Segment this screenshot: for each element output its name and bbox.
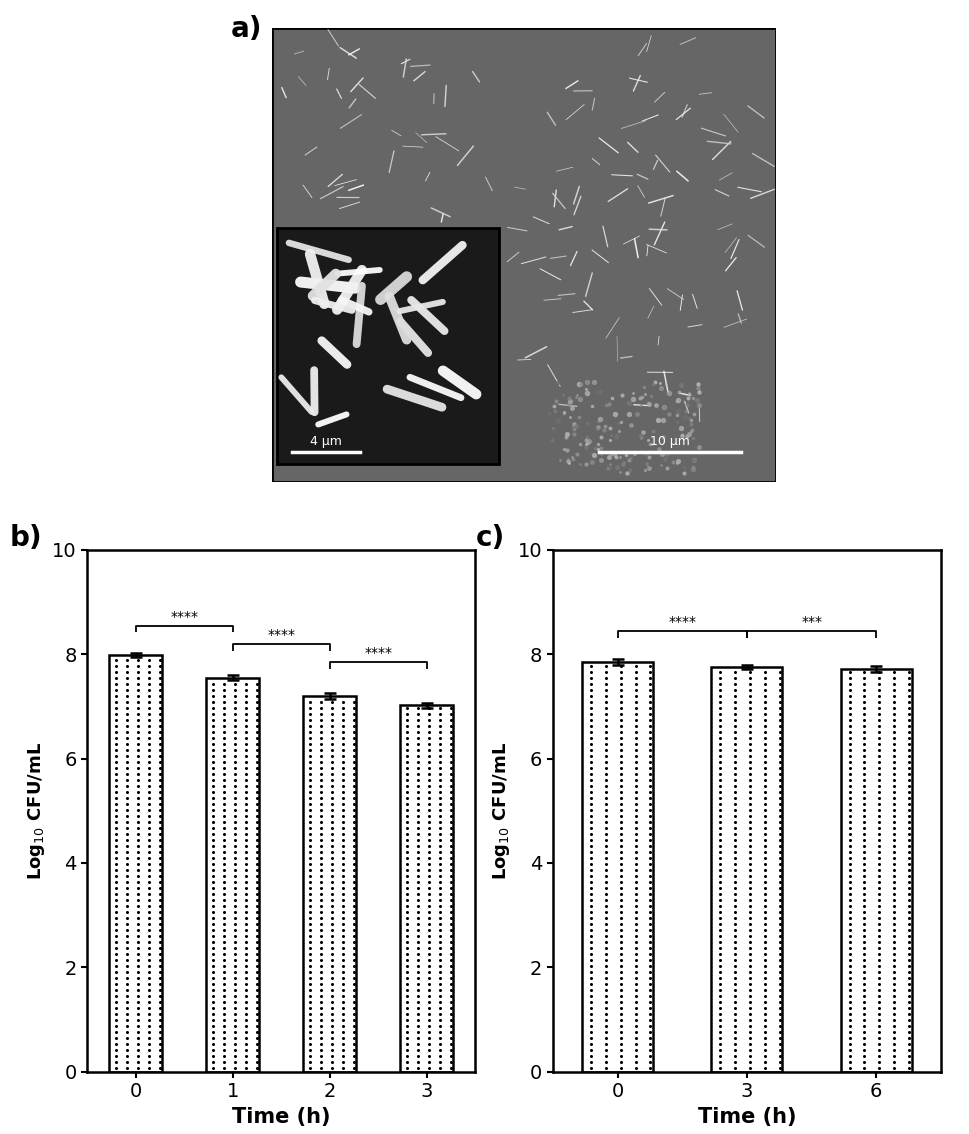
Text: ****: **** xyxy=(171,610,198,624)
Text: ***: *** xyxy=(800,615,821,628)
Bar xyxy=(710,667,782,1072)
Text: 10 μm: 10 μm xyxy=(649,435,689,448)
Text: ****: **** xyxy=(364,646,391,660)
Text: c): c) xyxy=(475,524,504,552)
Bar xyxy=(400,705,453,1072)
Bar xyxy=(276,228,498,464)
Bar xyxy=(581,662,652,1072)
Bar xyxy=(109,655,163,1072)
Bar xyxy=(840,669,911,1072)
Text: ****: **** xyxy=(267,628,295,642)
Y-axis label: Log$_{10}$ CFU/mL: Log$_{10}$ CFU/mL xyxy=(25,742,47,880)
Bar xyxy=(302,696,357,1072)
Bar xyxy=(205,678,260,1072)
Y-axis label: Log$_{10}$ CFU/mL: Log$_{10}$ CFU/mL xyxy=(490,742,512,880)
X-axis label: Time (h): Time (h) xyxy=(697,1107,796,1126)
X-axis label: Time (h): Time (h) xyxy=(232,1107,330,1126)
Text: ****: **** xyxy=(668,615,696,628)
Text: 4 μm: 4 μm xyxy=(309,435,341,448)
Text: a): a) xyxy=(231,15,263,43)
Text: b): b) xyxy=(10,524,43,552)
